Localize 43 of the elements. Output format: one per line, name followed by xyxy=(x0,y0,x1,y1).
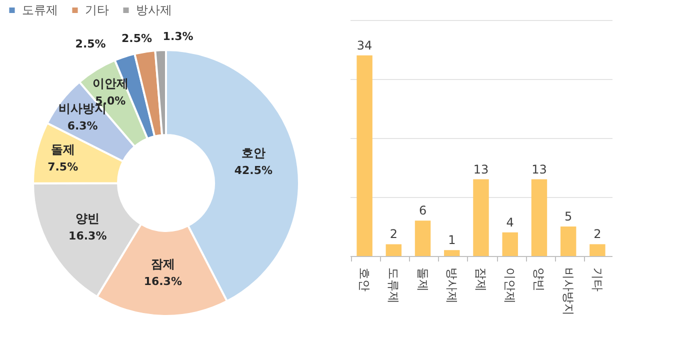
data-label: 6.3% xyxy=(67,120,98,133)
data-label: 2.5% xyxy=(121,32,152,45)
data-label: 7.5% xyxy=(48,160,78,174)
x-tick-label: 방사제 xyxy=(444,268,459,304)
data-label: 16.3% xyxy=(144,274,182,288)
bar xyxy=(356,55,372,256)
data-label: 42.5% xyxy=(234,164,273,177)
slice-label: 양빈 xyxy=(76,211,100,226)
data-label: 6 xyxy=(418,204,427,218)
slice-label: 이안제 xyxy=(92,76,128,91)
x-tick-label: 양빈 xyxy=(532,268,546,292)
legend-label: 방사제 xyxy=(136,3,172,18)
bar xyxy=(590,244,606,256)
bar xyxy=(531,179,548,256)
x-tick-label: 비사방지 xyxy=(561,268,576,316)
data-label: 2 xyxy=(390,227,398,242)
x-tick-label: 잠제 xyxy=(474,268,488,292)
x-tick-label: 도류제 xyxy=(386,268,401,304)
legend-label: 기타 xyxy=(85,3,109,18)
bar xyxy=(502,232,518,256)
data-label: 13 xyxy=(473,162,489,176)
data-label: 13 xyxy=(532,162,547,176)
slice-label: 잠제 xyxy=(150,256,175,271)
bar xyxy=(386,244,402,256)
data-label: 2 xyxy=(594,227,602,242)
data-label: 1.3% xyxy=(162,30,194,44)
slice-label: 호안 xyxy=(241,146,266,160)
bar xyxy=(560,226,576,256)
data-label: 4 xyxy=(506,215,514,230)
x-tick-label: 호안 xyxy=(358,268,372,292)
x-tick-label: 돌제 xyxy=(416,268,430,292)
bar xyxy=(414,220,431,256)
data-label: 5 xyxy=(564,210,572,224)
bar xyxy=(444,250,460,256)
x-tick-label: 이안제 xyxy=(503,268,518,304)
data-label: 2.5% xyxy=(75,37,106,50)
bar xyxy=(473,179,489,256)
slice-label: 돌제 xyxy=(50,142,75,157)
legend-label: 도류제 xyxy=(22,3,58,18)
data-label: 34 xyxy=(356,38,372,52)
data-label: 1 xyxy=(448,233,456,248)
x-tick-label: 기타 xyxy=(590,268,604,292)
data-label: 16.3% xyxy=(68,229,107,242)
